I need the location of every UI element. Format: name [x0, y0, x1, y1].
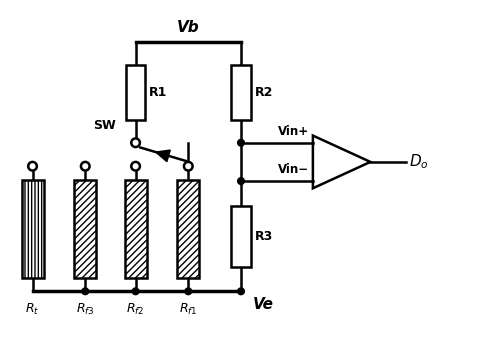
Text: $D_o$: $D_o$ [409, 153, 428, 171]
Circle shape [132, 139, 139, 146]
Bar [177, 180, 200, 277]
Text: R3: R3 [254, 230, 273, 243]
Text: $R_t$: $R_t$ [26, 302, 40, 317]
Circle shape [132, 288, 139, 295]
Bar [124, 180, 147, 277]
Text: R2: R2 [254, 86, 273, 99]
Text: SW: SW [93, 119, 116, 132]
Circle shape [131, 139, 140, 147]
Bar [74, 180, 96, 277]
Polygon shape [156, 150, 170, 162]
Bar [126, 65, 145, 120]
Circle shape [238, 288, 244, 295]
Text: $R_{f3}$: $R_{f3}$ [76, 302, 94, 317]
Text: Vb: Vb [177, 20, 200, 35]
Text: Ve: Ve [253, 297, 274, 312]
Circle shape [185, 288, 192, 295]
Bar [231, 206, 251, 267]
Text: Vin+: Vin+ [278, 125, 309, 138]
Bar [231, 65, 251, 120]
Circle shape [184, 162, 193, 170]
Circle shape [131, 162, 140, 170]
Circle shape [81, 162, 90, 170]
Text: Vin−: Vin− [278, 163, 309, 176]
Text: $R_{f1}$: $R_{f1}$ [179, 302, 198, 317]
Circle shape [28, 162, 37, 170]
Bar [22, 180, 43, 277]
Text: $R_{f2}$: $R_{f2}$ [126, 302, 145, 317]
Circle shape [238, 139, 244, 146]
Circle shape [238, 178, 244, 185]
Circle shape [82, 288, 89, 295]
Text: R1: R1 [149, 86, 167, 99]
